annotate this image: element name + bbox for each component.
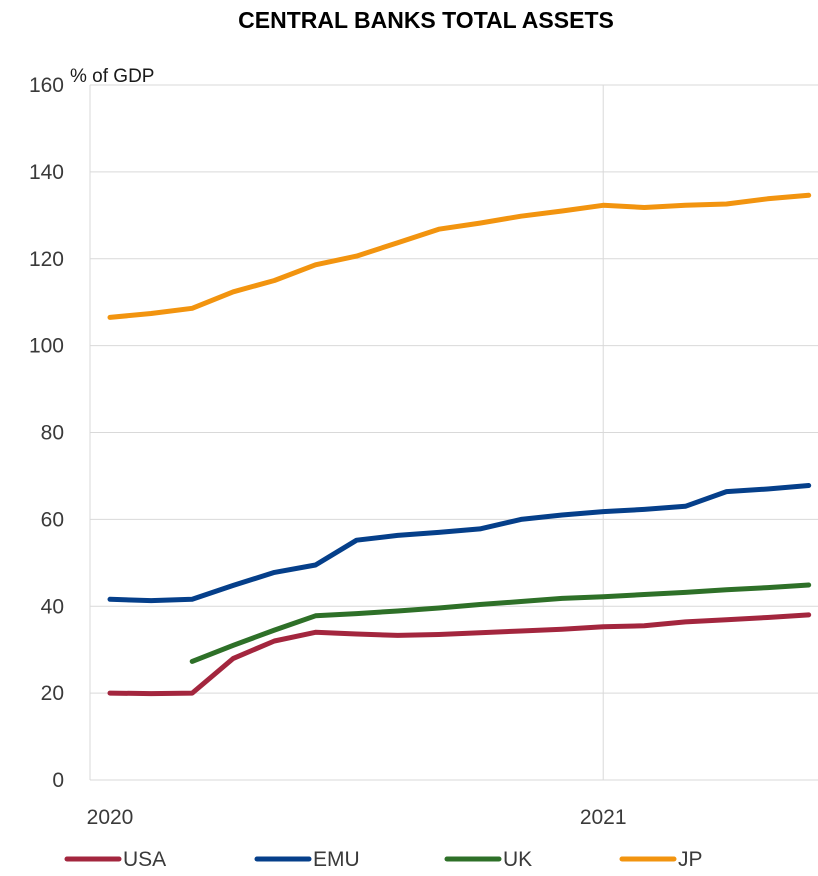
y-axis-unit-label: % of GDP — [70, 66, 154, 87]
y-tick-label: 0 — [52, 769, 64, 792]
series-line-uk — [189, 582, 812, 664]
y-tick-label: 160 — [29, 74, 64, 97]
legend-label-emu: EMU — [313, 848, 360, 871]
y-tick-label: 40 — [41, 595, 64, 618]
y-tick-label: 60 — [41, 508, 64, 531]
legend: USA EMU UK JP — [64, 848, 703, 871]
x-tick-label: 2021 — [580, 806, 627, 829]
legend-label-jp: JP — [678, 848, 703, 871]
series-line-emu — [107, 483, 812, 604]
series-lines — [107, 192, 812, 697]
y-tick-label: 80 — [41, 422, 64, 445]
y-axis: 0 20 40 60 80 100 120 140 160 — [29, 74, 64, 792]
legend-label-usa: USA — [123, 848, 166, 871]
series-line-usa — [107, 612, 812, 697]
y-tick-label: 120 — [29, 248, 64, 271]
chart-title: CENTRAL BANKS TOTAL ASSETS — [238, 7, 614, 33]
y-tick-label: 140 — [29, 161, 64, 184]
series-line-jp — [107, 192, 812, 320]
x-axis: 2020 2021 — [87, 806, 627, 829]
x-tick-label: 2020 — [87, 806, 134, 829]
y-tick-label: 100 — [29, 335, 64, 358]
y-tick-label: 20 — [41, 682, 64, 705]
gridlines — [89, 84, 818, 781]
legend-label-uk: UK — [503, 848, 532, 871]
